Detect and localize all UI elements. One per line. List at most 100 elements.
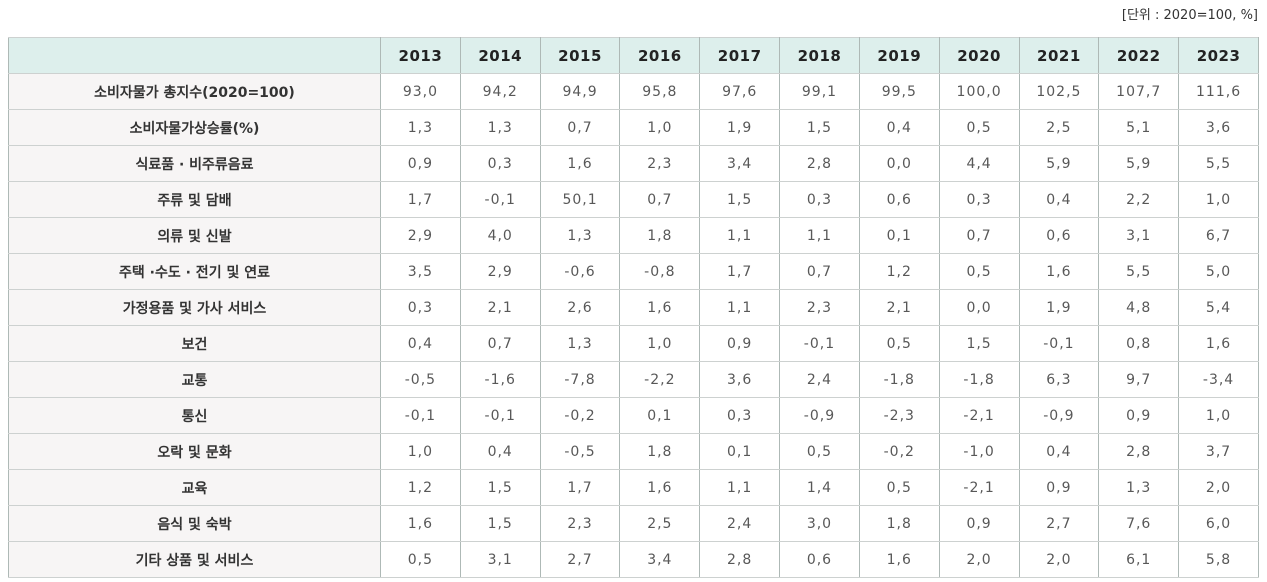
value-cell: 2,8 (699, 541, 781, 578)
value-cell: 1,0 (1178, 397, 1259, 434)
value-cell: 3,6 (699, 361, 781, 398)
value-cell: 99,5 (858, 73, 940, 110)
value-cell: 9,7 (1098, 361, 1180, 398)
value-cell: -2,2 (619, 361, 701, 398)
row-label: 오락 및 문화 (8, 433, 381, 470)
value-cell: 7,6 (1098, 505, 1180, 542)
value-cell: -0,1 (1018, 325, 1100, 362)
value-cell: 0,7 (938, 217, 1020, 254)
value-cell: 0,5 (938, 109, 1020, 146)
value-cell: 0,3 (938, 181, 1020, 218)
value-cell: 0,8 (1098, 325, 1180, 362)
value-cell: 0,0 (938, 289, 1020, 326)
value-cell: 1,6 (539, 145, 621, 182)
year-header-2015: 2015 (539, 37, 621, 74)
table-row: 의류 및 신발 2,9 4,0 1,3 1,8 1,1 1,1 0,1 0,7 0,6 3,1 6,7 (8, 217, 1259, 254)
value-cell: 1,3 (1098, 469, 1180, 506)
row-label: 주택 ·수도 · 전기 및 연료 (8, 253, 381, 290)
value-cell: 1,1 (699, 217, 781, 254)
year-header-2020: 2020 (938, 37, 1020, 74)
value-cell: 95,8 (619, 73, 701, 110)
table-row: 오락 및 문화 1,0 0,4 -0,5 1,8 0,1 0,5 -0,2 -1,0 0,4 2,8… (8, 433, 1259, 470)
value-cell: 97,6 (699, 73, 781, 110)
value-cell: 0,1 (619, 397, 701, 434)
value-cell: 1,5 (459, 469, 541, 506)
value-cell: 0,6 (779, 541, 860, 578)
table-row: 교통 -0,5 -1,6 -7,8 -2,2 3,6 2,4 -1,8 -1,8 6,3 9,7 -3… (8, 361, 1259, 398)
value-cell: 1,1 (699, 289, 781, 326)
value-cell: 1,7 (539, 469, 621, 506)
row-label: 의류 및 신발 (8, 217, 381, 254)
value-cell: 1,5 (779, 109, 860, 146)
value-cell: -0,5 (380, 361, 461, 398)
value-cell: 1,8 (858, 505, 940, 542)
value-cell: 5,9 (1098, 145, 1180, 182)
value-cell: 1,9 (699, 109, 781, 146)
value-cell: 2,9 (459, 253, 541, 290)
value-cell: 3,6 (1178, 109, 1259, 146)
table-body: 소비자물가 총지수(2020=100) 93,0 94,2 94,9 95,8 97,6 9… (8, 73, 1259, 578)
value-cell: 2,4 (699, 505, 781, 542)
year-header-2018: 2018 (779, 37, 860, 74)
value-cell: 1,9 (1018, 289, 1100, 326)
value-cell: 102,5 (1018, 73, 1100, 110)
value-cell: 2,0 (1178, 469, 1259, 506)
value-cell: 1,6 (858, 541, 940, 578)
value-cell: 0,3 (380, 289, 461, 326)
value-cell: -3,4 (1178, 361, 1259, 398)
value-cell: 1,4 (779, 469, 860, 506)
value-cell: 0,7 (779, 253, 860, 290)
value-cell: -1,0 (938, 433, 1020, 470)
value-cell: -0,2 (858, 433, 940, 470)
header-row: 2013 2014 2015 2016 2017 2018 2019 2020 2021 2022… (8, 37, 1259, 74)
value-cell: 0,4 (459, 433, 541, 470)
value-cell: -0,9 (779, 397, 860, 434)
unit-note: [단위 : 2020=100, %] (1121, 8, 1258, 23)
value-cell: 6,3 (1018, 361, 1100, 398)
table-row: 주택 ·수도 · 전기 및 연료 3,5 2,9 -0,6 -0,8 1,7 0,7 1,2 0… (8, 253, 1259, 290)
table-row: 음식 및 숙박 1,6 1,5 2,3 2,5 2,4 3,0 1,8 0,9 2,7 7,6 6,0 (8, 505, 1259, 542)
value-cell: 1,8 (619, 217, 701, 254)
value-cell: 2,2 (1098, 181, 1180, 218)
year-header-2022: 2022 (1098, 37, 1180, 74)
row-label: 가정용품 및 가사 서비스 (8, 289, 381, 326)
value-cell: 0,5 (938, 253, 1020, 290)
value-cell: 1,5 (459, 505, 541, 542)
value-cell: 2,6 (539, 289, 621, 326)
value-cell: 0,4 (858, 109, 940, 146)
value-cell: 1,6 (1178, 325, 1259, 362)
year-header-2013: 2013 (380, 37, 461, 74)
row-label: 교통 (8, 361, 381, 398)
value-cell: 1,6 (619, 289, 701, 326)
row-label: 보건 (8, 325, 381, 362)
row-label: 주류 및 담배 (8, 181, 381, 218)
value-cell: 1,6 (619, 469, 701, 506)
table-row: 식료품 · 비주류음료 0,9 0,3 1,6 2,3 3,4 2,8 0,0 4,4 5,9 5,… (8, 145, 1259, 182)
value-cell: 50,1 (539, 181, 621, 218)
row-label: 기타 상품 및 서비스 (8, 541, 381, 578)
value-cell: 0,9 (1018, 469, 1100, 506)
value-cell: 3,5 (380, 253, 461, 290)
row-label: 통신 (8, 397, 381, 434)
table-row: 기타 상품 및 서비스 0,5 3,1 2,7 3,4 2,8 0,6 1,6 2,0 2,0 6,… (8, 541, 1259, 578)
value-cell: -0,2 (539, 397, 621, 434)
value-cell: 1,3 (539, 325, 621, 362)
year-header-2023: 2023 (1178, 37, 1259, 74)
value-cell: 0,9 (380, 145, 461, 182)
value-cell: 6,1 (1098, 541, 1180, 578)
value-cell: 1,2 (858, 253, 940, 290)
value-cell: 2,5 (1018, 109, 1100, 146)
value-cell: 1,0 (380, 433, 461, 470)
table-row: 교육 1,2 1,5 1,7 1,6 1,1 1,4 0,5 -2,1 0,9 1,3 2,0 (8, 469, 1259, 506)
value-cell: 1,6 (1018, 253, 1100, 290)
value-cell: 5,5 (1178, 145, 1259, 182)
value-cell: 2,3 (619, 145, 701, 182)
value-cell: 2,3 (539, 505, 621, 542)
value-cell: 0,7 (539, 109, 621, 146)
value-cell: 0,9 (1098, 397, 1180, 434)
value-cell: 1,1 (779, 217, 860, 254)
value-cell: 1,5 (938, 325, 1020, 362)
value-cell: 2,8 (779, 145, 860, 182)
value-cell: 1,8 (619, 433, 701, 470)
value-cell: 1,5 (699, 181, 781, 218)
